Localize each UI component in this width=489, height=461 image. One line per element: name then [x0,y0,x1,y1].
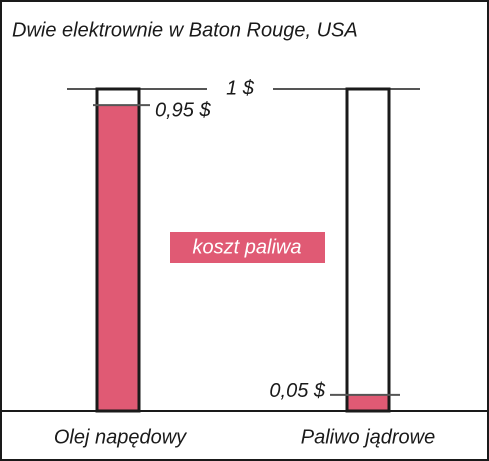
chart-title: Dwie elektrownie w Baton Rouge, USA [12,19,358,41]
bar [97,105,139,411]
value-label: 0,05 $ [269,380,325,402]
value-label: 0,95 $ [155,99,211,121]
bar-outline [95,87,141,413]
annotation-box [170,232,325,263]
y-tick-label: 1 $ [226,77,255,99]
bar [347,394,389,411]
annotation: koszt paliwa [193,236,302,258]
bar-outline [345,87,391,413]
x-tick-label: Paliwo jądrowe [301,426,436,448]
x-tick-label: Olej napędowy [54,426,187,448]
